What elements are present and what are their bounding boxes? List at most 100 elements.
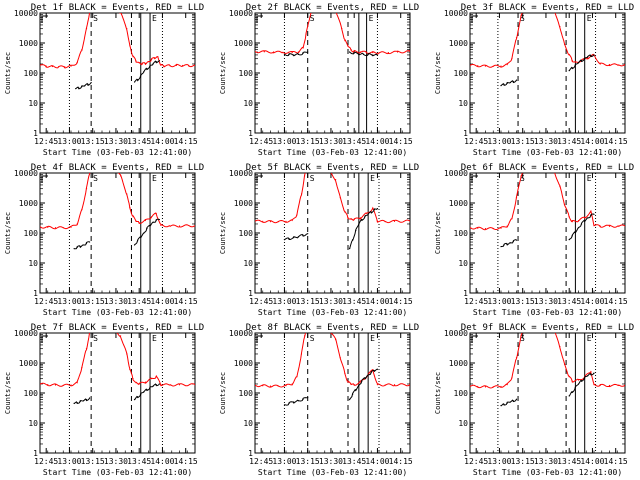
events-series-line-point: [87, 83, 89, 85]
x-tick-label: 13:45: [342, 297, 366, 306]
events-series-line: [75, 82, 92, 90]
events-series-line-point: [515, 239, 518, 241]
lld-series-line-point: [376, 384, 379, 386]
lld-series-line-point: [81, 209, 83, 211]
lld-series-line-point: [282, 51, 284, 53]
lld-series-line-point: [163, 65, 165, 67]
lld-series-line-point: [484, 386, 487, 388]
lld-series-line-point: [384, 220, 386, 223]
lld-series-line-point: [341, 28, 343, 30]
plot-frame: [39, 12, 196, 134]
lld-series-line-point: [40, 64, 41, 66]
x-tick-label: 14:00: [580, 297, 604, 306]
lld-series-line: [470, 173, 625, 231]
x-tick-label: 12:45: [464, 297, 488, 306]
lld-series-line-point: [590, 370, 592, 373]
y-tick-label: 10: [243, 99, 253, 108]
events-series-line-point: [512, 240, 515, 243]
y-tick-label: 10: [28, 259, 38, 268]
events-series-line-2: [349, 208, 378, 250]
events-series-line-2-point: [568, 239, 570, 241]
lld-series-line-point: [359, 217, 361, 219]
lld-series-line-point: [40, 383, 41, 385]
end-marker-label: E: [587, 14, 592, 23]
x-tick-label: 13:30: [319, 297, 343, 306]
events-series-line-point: [506, 82, 508, 85]
events-series-line-2: [568, 213, 595, 240]
events-series-line-point: [509, 242, 511, 244]
events-series-line-2-point: [353, 52, 355, 54]
events-series-line-point: [288, 238, 290, 240]
events-series-line-point: [283, 239, 286, 241]
lld-series-line-point: [618, 64, 620, 66]
y-tick-label: 1: [248, 449, 253, 458]
lld-series-line-point: [255, 50, 256, 53]
events-series-line-2-point: [587, 375, 589, 377]
events-series-line-point: [302, 398, 304, 400]
lld-series-line-point: [515, 357, 518, 359]
lld-series-line-point: [132, 216, 134, 218]
events-series-line-2-point: [584, 58, 586, 60]
lld-series-line-point: [144, 381, 146, 383]
lld-series-line-point: [81, 49, 83, 51]
lld-series-line-point: [599, 63, 601, 65]
lld-series-line-point: [85, 28, 88, 30]
lld-series-line-point: [129, 369, 131, 371]
events-series-line-2-point: [587, 217, 589, 219]
lld-series-line-point: [563, 43, 566, 45]
y-axis-label: Counts/sec: [4, 372, 12, 414]
x-tick-label: 12:45: [249, 137, 273, 146]
lld-series-line-point: [141, 63, 143, 65]
events-series-line-point: [515, 398, 518, 400]
events-series-line-2-point: [593, 372, 595, 374]
events-series-line-point: [293, 54, 295, 56]
x-axis-label: Start Time (03-Feb-03 12:41:00): [473, 468, 622, 477]
lld-series-line-point: [138, 222, 140, 224]
lld-series-line-point: [129, 207, 131, 209]
x-axis-label: Start Time (03-Feb-03 12:41:00): [258, 468, 407, 477]
lld-series-line-point: [296, 214, 298, 216]
x-tick-label: 13:45: [557, 457, 581, 466]
lld-series-line-point: [353, 218, 355, 221]
lld-series-line-point: [335, 339, 337, 341]
lld-series-line-point: [599, 384, 601, 386]
lld-series-line-point: [194, 384, 195, 386]
x-tick-label: 14:15: [604, 457, 628, 466]
lld-series-line-point: [608, 225, 611, 227]
y-tick-label: 10: [458, 259, 468, 268]
lld-series-line: [40, 13, 195, 69]
events-series-line-2-point: [373, 209, 375, 211]
events-series-line-point: [81, 86, 83, 88]
events-series-line-2-point: [158, 218, 160, 221]
lld-series-line-point: [277, 385, 279, 387]
events-series-line-point: [85, 242, 88, 245]
events-series-line-2-point: [149, 387, 151, 389]
x-tick-label: 13:00: [272, 297, 296, 306]
events-series-line-point: [283, 404, 286, 406]
lld-series-line-point: [568, 54, 570, 56]
lld-series-line-point: [559, 186, 561, 188]
events-series-line-2-point: [137, 396, 139, 398]
y-tick-label: 10000: [444, 329, 468, 338]
lld-series-line-point: [154, 57, 156, 59]
events-series-line-2-point: [581, 59, 583, 62]
x-axis-label: Start Time (03-Feb-03 12:41:00): [473, 148, 622, 157]
events-series-line-2-point: [571, 67, 573, 69]
start-marker-label: S: [310, 174, 315, 183]
events-series-line-point: [512, 80, 515, 83]
lld-series-line-point: [559, 26, 561, 28]
x-tick-label: 14:15: [174, 297, 198, 306]
lld-series-line-point: [70, 226, 72, 228]
lld-series-line-point: [169, 384, 171, 386]
end-marker-label: E: [152, 14, 157, 23]
panel-title: Det 2f BLACK = Events, RED = LLD: [246, 3, 419, 13]
lld-series-line-point: [132, 56, 134, 58]
x-axis-label: Start Time (03-Feb-03 12:41:00): [43, 148, 192, 157]
lld-series-line-point: [409, 384, 410, 386]
lld-series-line-point: [76, 62, 78, 64]
events-series-line-2-point: [593, 54, 595, 56]
events-series-line-2-point: [143, 71, 145, 73]
lld-series-line: [255, 173, 410, 224]
lld-series-line-point: [344, 372, 346, 375]
events-series-line-2-point: [577, 227, 580, 229]
